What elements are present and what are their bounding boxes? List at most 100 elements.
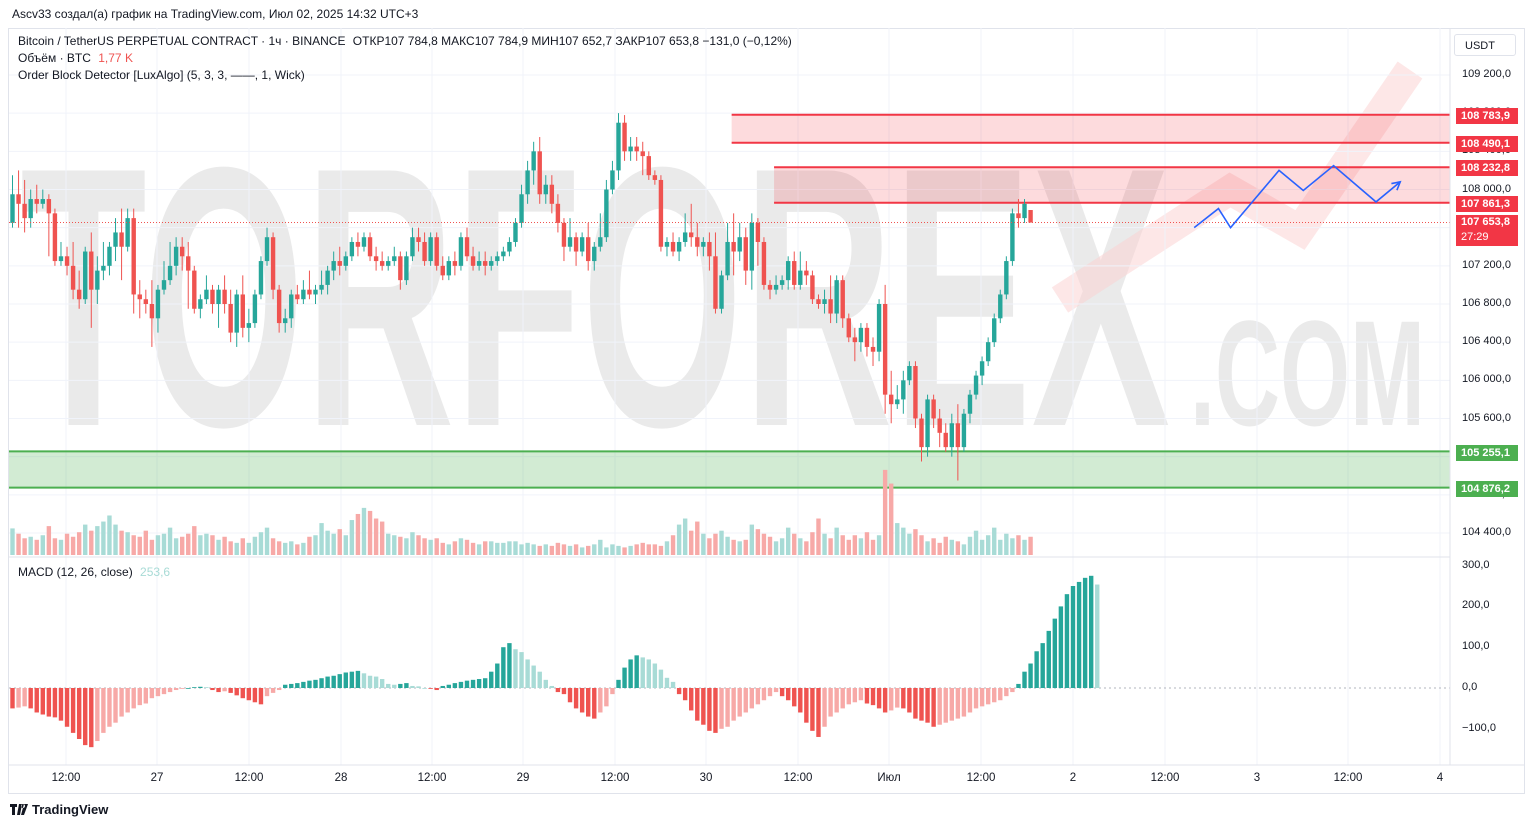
macd-bar: [119, 688, 124, 717]
bullish-order-block[interactable]: [9, 451, 1450, 488]
price-tick-label: 104 400,0: [1462, 526, 1511, 538]
volume-bar: [276, 541, 282, 555]
candle-body: [186, 256, 191, 271]
candle: [658, 175, 664, 252]
candle: [295, 284, 300, 304]
legend-macd-row[interactable]: MACD (12, 26, close) 253,6: [18, 564, 170, 581]
grid: [9, 28, 1450, 765]
candle: [337, 246, 342, 276]
macd-bar: [458, 681, 464, 688]
candle-body: [361, 237, 367, 247]
volume-bar: [828, 538, 833, 555]
price-tag-bull-top: 105 255,1: [1456, 445, 1518, 461]
macd-bar: [773, 688, 779, 693]
candle-body: [198, 299, 203, 309]
volume-bar: [167, 527, 173, 555]
candle-body: [670, 241, 676, 252]
candle-body: [258, 261, 264, 295]
macd-bar: [337, 674, 342, 688]
projection-polyline[interactable]: [1193, 164, 1401, 230]
candle: [616, 113, 621, 180]
candle: [119, 208, 124, 281]
candle: [192, 265, 197, 314]
bearish-order-block[interactable]: [774, 167, 1450, 203]
legend-indicator-row[interactable]: Order Block Detector [LuxAlgo] (5, 3, 3,…: [18, 67, 305, 84]
candle-body: [658, 179, 664, 247]
candle-body: [495, 256, 500, 262]
candle: [313, 284, 318, 304]
candle-body: [301, 289, 306, 300]
volume-bar: [1004, 533, 1009, 555]
candle: [34, 184, 39, 214]
candle: [919, 413, 924, 462]
volume-bar: [70, 536, 76, 555]
volume-bar: [561, 544, 567, 555]
macd-bar: [616, 679, 621, 688]
candle-body: [501, 251, 506, 257]
candle-body: [446, 261, 452, 276]
volume-bar: [743, 539, 748, 555]
macd-bar: [731, 688, 736, 721]
volume-bar: [319, 523, 324, 555]
candle: [816, 294, 821, 309]
volume-bar: [785, 527, 791, 555]
volume-bar: [179, 536, 185, 555]
volume-bar: [579, 547, 585, 555]
candle-body: [810, 275, 815, 300]
legend-symbol-row[interactable]: Bitcoin / TetherUS PERPETUAL CONTRACT · …: [18, 33, 792, 50]
candle-body: [428, 237, 433, 262]
candle: [422, 232, 427, 266]
volume-bar: [846, 539, 851, 555]
candle-body: [634, 146, 639, 152]
macd-bar: [743, 688, 748, 713]
volume-bar: [592, 544, 597, 555]
volume-bar: [531, 544, 536, 555]
tradingview-logo[interactable]: TradingView: [10, 802, 108, 817]
volume-bar: [258, 532, 264, 555]
currency-button[interactable]: USDT: [1454, 34, 1516, 56]
macd-bar: [258, 688, 264, 705]
candle-body: [331, 261, 336, 271]
candle: [1010, 208, 1015, 266]
symbol-title[interactable]: Bitcoin / TetherUS PERPETUAL CONTRACT · …: [18, 34, 346, 48]
candle-body: [1010, 213, 1015, 262]
macd-bar: [325, 676, 330, 688]
volume-bars: [10, 469, 1033, 555]
macd-value: 253,6: [140, 565, 171, 579]
bearish-order-block[interactable]: [731, 114, 1450, 143]
macd-bar: [664, 677, 670, 688]
candle-body: [743, 237, 748, 271]
price-tag-ob1-top: 108 783,9: [1456, 108, 1518, 124]
candle: [882, 284, 888, 414]
legend-volume-row[interactable]: Объём · BTC 1,77 K: [18, 50, 133, 67]
candle: [10, 175, 15, 228]
macd-bar: [1095, 584, 1100, 688]
volume-bar: [573, 544, 579, 555]
macd-bar: [192, 687, 197, 688]
candle: [143, 289, 149, 314]
macd-bar: [1052, 618, 1058, 688]
candle-body: [101, 265, 106, 271]
volume-bar: [640, 542, 645, 555]
volume-bar: [985, 535, 991, 555]
volume-bar: [973, 530, 979, 555]
volume-bar: [622, 547, 627, 555]
macd-bar: [604, 688, 609, 707]
macd-bar: [301, 681, 306, 688]
volume-bar: [143, 530, 149, 555]
macd-bar: [410, 685, 415, 688]
candle: [937, 408, 942, 448]
macd-bar: [525, 659, 530, 688]
candle: [373, 246, 379, 271]
candle-body: [367, 237, 373, 257]
macd-bar: [446, 684, 452, 688]
candle-body: [919, 418, 924, 448]
macd-bar: [476, 679, 482, 688]
candle-body: [464, 237, 470, 257]
candle-body: [943, 432, 948, 448]
macd-bar: [870, 688, 876, 706]
volume-bar: [876, 535, 882, 555]
volume-bar: [895, 523, 900, 555]
volume-bar: [652, 544, 658, 555]
